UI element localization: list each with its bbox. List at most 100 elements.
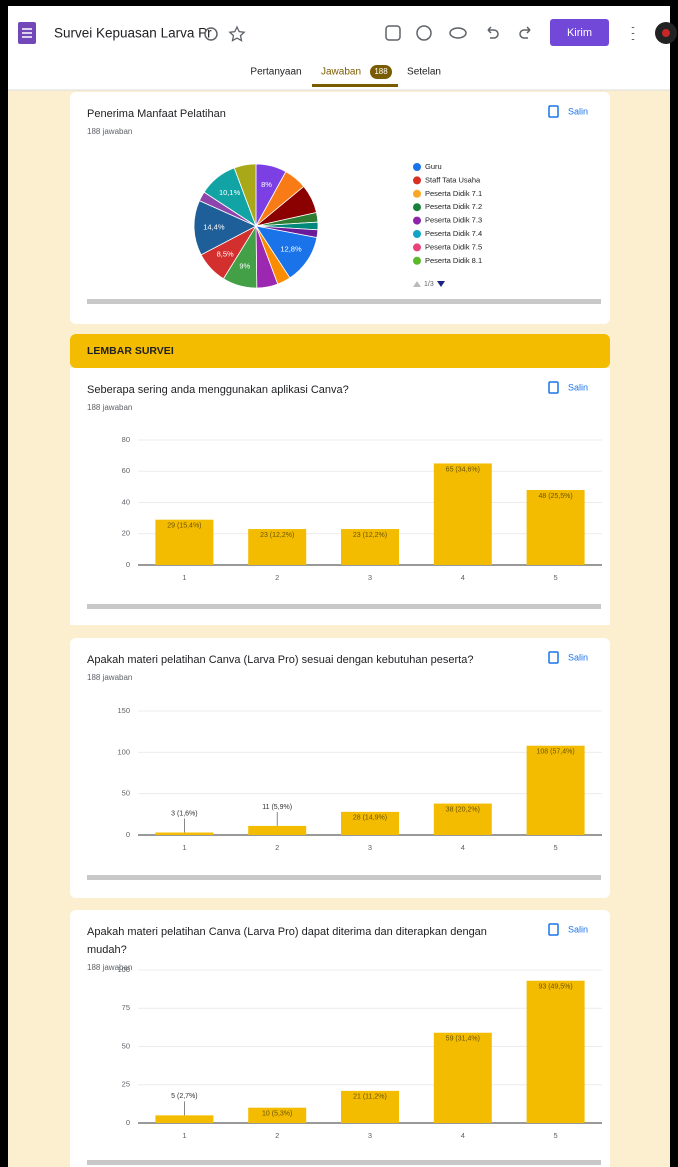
card	[70, 368, 610, 625]
value-label: 23 (12,2%)	[353, 532, 387, 539]
scrollbar	[87, 1160, 601, 1165]
bar	[433, 463, 492, 565]
x-tick-label: 1	[182, 843, 186, 852]
x-tick-label: 2	[275, 843, 279, 852]
value-label: 21 (11,2%)	[353, 1094, 387, 1101]
legend-swatch	[413, 163, 421, 171]
addon-icon[interactable]	[385, 25, 401, 41]
x-tick-label: 3	[368, 843, 372, 852]
tab-questions[interactable]: Pertanyaan	[250, 67, 301, 78]
bar	[526, 980, 585, 1123]
y-tick-label: 0	[126, 1118, 130, 1127]
y-tick-label: 100	[117, 965, 130, 974]
legend-page: 1/3	[424, 281, 434, 288]
copy-icon[interactable]	[548, 651, 559, 664]
tab-responses[interactable]: Jawaban	[321, 67, 361, 78]
x-tick-label: 3	[368, 1131, 372, 1140]
legend-label: Staff Tata Usaha	[425, 175, 481, 184]
preview-icon[interactable]	[449, 27, 467, 39]
copy-label[interactable]: Salin	[568, 924, 588, 934]
slice-label: 8%	[261, 180, 272, 189]
x-tick-label: 4	[461, 573, 465, 582]
legend-label: Peserta Didik 7.3	[425, 216, 482, 225]
bar	[341, 811, 399, 835]
x-tick-label: 3	[368, 573, 372, 582]
y-tick-label: 75	[122, 1003, 130, 1012]
undo-icon[interactable]	[487, 26, 499, 39]
slice-label: 14,4%	[203, 222, 225, 231]
app-icon-lines	[22, 28, 32, 38]
response-count: 188 jawaban	[87, 127, 132, 136]
x-tick-label: 4	[461, 843, 465, 852]
slice-label: 12,8%	[280, 244, 302, 253]
y-tick-label: 40	[122, 497, 130, 506]
x-tick-label: 4	[461, 1131, 465, 1140]
legend-swatch	[413, 256, 421, 265]
bar	[341, 1090, 399, 1123]
copy-label[interactable]: Salin	[568, 382, 588, 392]
bar	[526, 745, 585, 835]
copy-label[interactable]: Salin	[568, 106, 588, 116]
value-label: 65 (34,6%)	[446, 466, 480, 473]
value-label: 108 (57,4%)	[537, 749, 575, 756]
response-count: 188 jawaban	[87, 673, 132, 682]
y-tick-label: 25	[122, 1080, 130, 1089]
star-icon[interactable]	[228, 25, 246, 42]
value-label: 5 (2,7%)	[171, 1093, 197, 1100]
question-title: mudah?	[87, 944, 127, 956]
section-header	[70, 334, 610, 368]
legend-next[interactable]	[437, 281, 445, 287]
section-title: LEMBAR SURVEI	[87, 345, 174, 357]
bar	[433, 1032, 492, 1123]
send-button[interactable]	[550, 19, 609, 46]
scrollbar	[87, 875, 601, 880]
y-tick-label: 100	[117, 747, 130, 756]
copy-icon[interactable]	[548, 381, 559, 394]
bar	[248, 1107, 307, 1123]
legend-label: Peserta Didik 7.4	[425, 229, 482, 238]
value-label: 29 (15,4%)	[167, 523, 201, 530]
response-count: 188 jawaban	[87, 403, 132, 412]
legend-label: Guru	[425, 162, 442, 171]
x-tick-label: 1	[182, 573, 186, 582]
form-title[interactable]: Survei Kepuasan Larva Pr	[54, 26, 212, 41]
legend-label: Peserta Didik 7.5	[425, 242, 482, 251]
tab-indicator	[312, 84, 398, 87]
pie-slice	[193, 200, 257, 256]
legend-swatch	[413, 189, 421, 198]
copy-icon[interactable]	[548, 923, 559, 936]
bar	[155, 519, 214, 565]
question-title: Penerima Manfaat Pelatihan	[87, 108, 226, 120]
x-tick-label: 5	[554, 1131, 558, 1140]
copy-label[interactable]: Salin	[568, 652, 588, 662]
copy-icon[interactable]	[548, 105, 559, 118]
bar	[433, 803, 492, 835]
bar	[248, 825, 307, 835]
value-label: 23 (12,2%)	[260, 532, 294, 539]
legend-swatch	[413, 243, 421, 252]
send-label[interactable]: Kirim	[567, 27, 592, 39]
card	[70, 92, 610, 324]
palette-icon[interactable]	[416, 25, 432, 41]
redo-icon[interactable]	[519, 26, 531, 39]
y-tick-label: 0	[126, 560, 130, 569]
folder-icon[interactable]	[204, 27, 218, 41]
value-label: 28 (14,9%)	[353, 815, 387, 822]
tab-badge-count: 188	[374, 67, 388, 76]
legend-label: Peserta Didik 7.1	[425, 189, 482, 198]
y-tick-label: 20	[122, 529, 130, 538]
slice-label: 10,1%	[219, 188, 241, 197]
bar	[526, 490, 585, 565]
tab-badge	[370, 65, 392, 79]
x-tick-label: 1	[182, 1131, 186, 1140]
bar	[341, 529, 399, 565]
slice-label: 9%	[239, 262, 250, 271]
legend-prev[interactable]	[413, 281, 421, 287]
legend-swatch	[413, 216, 421, 225]
y-tick-label: 50	[122, 1041, 130, 1050]
tab-settings[interactable]: Setelan	[407, 67, 441, 78]
pie-slice	[233, 163, 257, 227]
value-label: 11 (5,9%)	[262, 804, 292, 811]
x-tick-label: 5	[554, 573, 558, 582]
